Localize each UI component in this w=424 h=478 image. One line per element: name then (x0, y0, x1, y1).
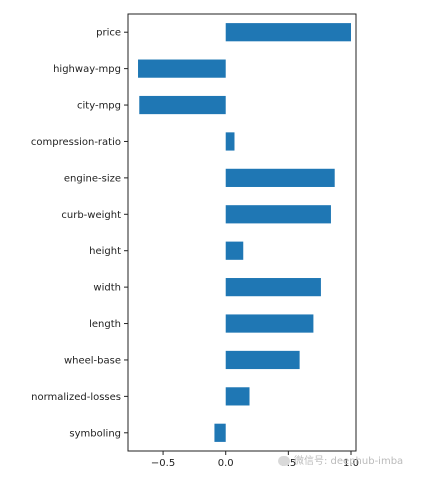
bar-width (225, 278, 321, 297)
y-tick-label-compression-ratio: compression-ratio (31, 137, 121, 148)
bar-group (138, 23, 351, 442)
x-tick-label-1: 0.0 (218, 458, 234, 469)
x-tick-label-0: −0.5 (151, 458, 175, 469)
bar-symboling (214, 423, 226, 442)
bar-normalized-losses (225, 387, 250, 406)
wechat-icon (278, 456, 290, 466)
y-tick-label-highway-mpg: highway-mpg (53, 64, 121, 75)
bar-wheel-base (225, 350, 300, 370)
bar-price (225, 23, 351, 42)
y-tick-label-height: height (89, 246, 121, 257)
bar-highway-mpg (138, 59, 226, 78)
y-tick-label-width: width (93, 283, 121, 294)
bar-height (225, 241, 244, 260)
bar-engine-size (225, 168, 335, 187)
bar-curb-weight (225, 205, 331, 224)
x-tick-label-3: 1.0 (343, 458, 359, 469)
y-tick-label-normalized-losses: normalized-losses (31, 392, 121, 403)
y-tick-label-engine-size: engine-size (64, 173, 121, 184)
y-tick-label-curb-weight: curb-weight (61, 210, 121, 221)
y-tick-label-symboling: symboling (69, 428, 121, 439)
watermark-text: 微信号: deephub-imba (294, 456, 404, 467)
y-tick-label-wheel-base: wheel-base (64, 355, 121, 366)
bar-length (225, 314, 314, 333)
plot-frame (127, 13, 357, 452)
y-tick-labels: price highway-mpg city-mpg compression-rati… (31, 28, 128, 439)
y-tick-label-length: length (89, 319, 121, 330)
bar-compression-ratio (225, 132, 235, 151)
bar-city-mpg (139, 95, 226, 115)
watermark: 微信号: deephub-imba (278, 452, 403, 467)
y-tick-label-city-mpg: city-mpg (77, 101, 121, 112)
y-tick-label-price: price (96, 28, 121, 39)
